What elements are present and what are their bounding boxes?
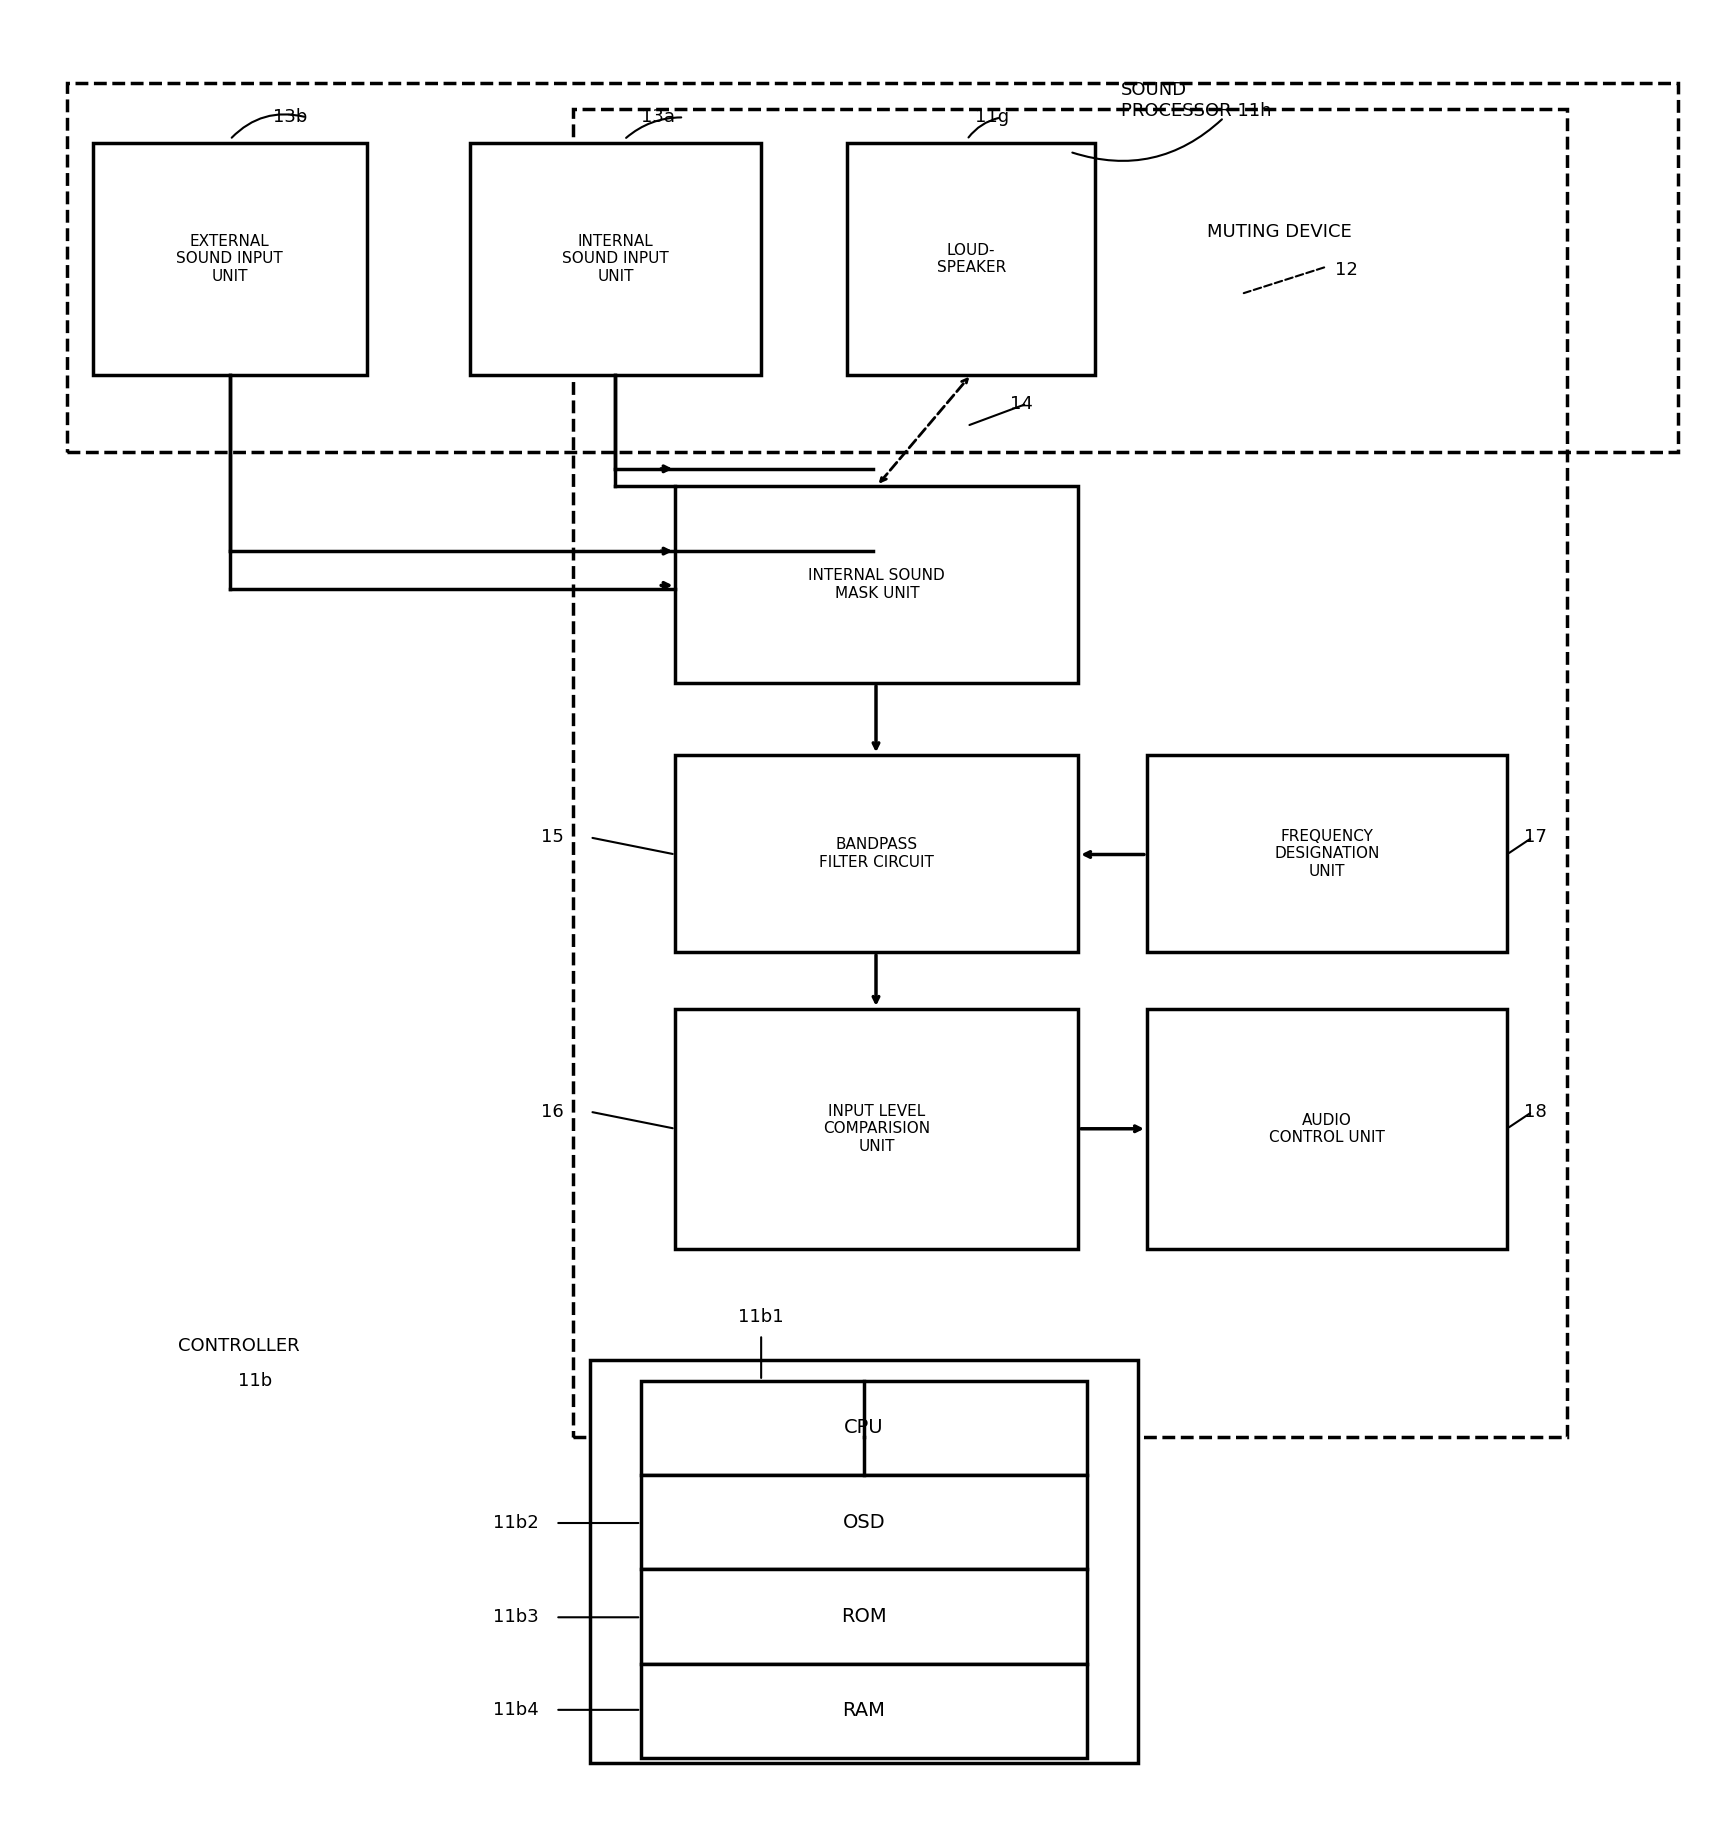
FancyBboxPatch shape [470, 143, 760, 375]
FancyBboxPatch shape [1147, 1010, 1507, 1249]
Text: 11b1: 11b1 [738, 1308, 785, 1326]
Text: 11b: 11b [238, 1372, 273, 1390]
Text: INTERNAL
SOUND INPUT
UNIT: INTERNAL SOUND INPUT UNIT [562, 234, 669, 283]
FancyBboxPatch shape [641, 1569, 1087, 1664]
Text: 15: 15 [541, 829, 563, 847]
Text: 17: 17 [1524, 829, 1547, 847]
Text: 11b2: 11b2 [492, 1514, 539, 1533]
Text: 16: 16 [541, 1103, 563, 1121]
Text: INTERNAL SOUND
MASK UNIT: INTERNAL SOUND MASK UNIT [809, 569, 945, 600]
FancyBboxPatch shape [847, 143, 1096, 375]
Text: 14: 14 [1009, 395, 1033, 413]
Text: INPUT LEVEL
COMPARISION
UNIT: INPUT LEVEL COMPARISION UNIT [823, 1105, 930, 1154]
FancyBboxPatch shape [641, 1664, 1087, 1758]
Text: BANDPASS
FILTER CIRCUIT: BANDPASS FILTER CIRCUIT [819, 838, 935, 871]
Text: RAM: RAM [843, 1701, 885, 1721]
FancyBboxPatch shape [641, 1474, 1087, 1569]
FancyBboxPatch shape [676, 1010, 1078, 1249]
Text: ROM: ROM [842, 1608, 886, 1626]
FancyBboxPatch shape [676, 487, 1078, 682]
Text: LOUD-
SPEAKER: LOUD- SPEAKER [937, 243, 1006, 274]
Text: AUDIO
CONTROL UNIT: AUDIO CONTROL UNIT [1268, 1112, 1384, 1145]
Text: CONTROLLER: CONTROLLER [178, 1337, 301, 1355]
Text: OSD: OSD [843, 1513, 885, 1531]
Text: 11g: 11g [975, 108, 1009, 126]
Text: EXTERNAL
SOUND INPUT
UNIT: EXTERNAL SOUND INPUT UNIT [176, 234, 283, 283]
FancyBboxPatch shape [589, 1361, 1139, 1763]
FancyBboxPatch shape [676, 755, 1078, 953]
Text: MUTING DEVICE: MUTING DEVICE [1206, 223, 1351, 241]
Text: 11b3: 11b3 [492, 1608, 539, 1626]
Text: SOUND
PROCESSOR 11h: SOUND PROCESSOR 11h [1121, 80, 1272, 119]
Text: 11b4: 11b4 [492, 1701, 539, 1719]
Text: 13b: 13b [273, 108, 308, 126]
FancyBboxPatch shape [1147, 755, 1507, 953]
Text: CPU: CPU [845, 1417, 883, 1438]
Text: 12: 12 [1336, 262, 1358, 280]
FancyBboxPatch shape [641, 1381, 1087, 1474]
FancyBboxPatch shape [93, 143, 366, 375]
Text: FREQUENCY
DESIGNATION
UNIT: FREQUENCY DESIGNATION UNIT [1274, 829, 1379, 878]
Text: 13a: 13a [641, 108, 676, 126]
Text: 18: 18 [1524, 1103, 1547, 1121]
